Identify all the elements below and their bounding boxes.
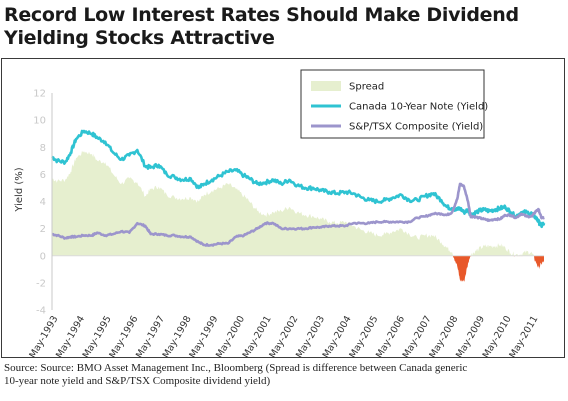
y-tick-label: -2: [36, 278, 46, 289]
y-tick-label: 4: [40, 197, 46, 208]
series-line-canada-10yr: [51, 129, 546, 229]
y-axis-title: Yield (%): [14, 167, 25, 212]
chart-frame: -4 -2 0 2 4 6 8 10 12 Yield (%) May-1993 May-1994 Ma…: [1, 58, 565, 358]
y-tick-label: 8: [40, 143, 46, 154]
legend-label: Canada 10-Year Note (Yield): [349, 102, 488, 113]
y-tick-label: 6: [40, 170, 46, 181]
title-line-1: Record Low Interest Rates Should Make Di…: [4, 4, 519, 26]
source-line-2: 10-year note yield and S&P/TSX Composite…: [4, 375, 271, 387]
y-tick-label: -4: [36, 306, 46, 317]
source-note: Source: Source: BMO Asset Management Inc…: [4, 362, 564, 388]
y-tick-label: 2: [40, 224, 46, 235]
source-line-1: Source: Source: BMO Asset Management Inc…: [4, 362, 468, 374]
legend-swatch-spread: [311, 81, 341, 91]
y-tick-label: 10: [33, 116, 46, 127]
legend-label: S&P/TSX Composite (Yield): [349, 122, 483, 133]
legend-label: Spread: [349, 82, 384, 93]
legend-layer: Spread Canada 10-Year Note (Yield) S&P/TSX…: [300, 69, 488, 139]
title-line-2: Yielding Stocks Attractive: [4, 27, 275, 49]
series-line-sp-tsx: [51, 182, 545, 247]
chart-title: Record Low Interest Rates Should Make Di…: [4, 4, 564, 50]
series-area-spread-negative: [52, 255, 544, 282]
y-tick-label: 0: [40, 251, 46, 262]
plot-layer: [51, 129, 546, 282]
y-tick-label: 12: [33, 89, 46, 100]
series-area-spread: [52, 150, 544, 256]
